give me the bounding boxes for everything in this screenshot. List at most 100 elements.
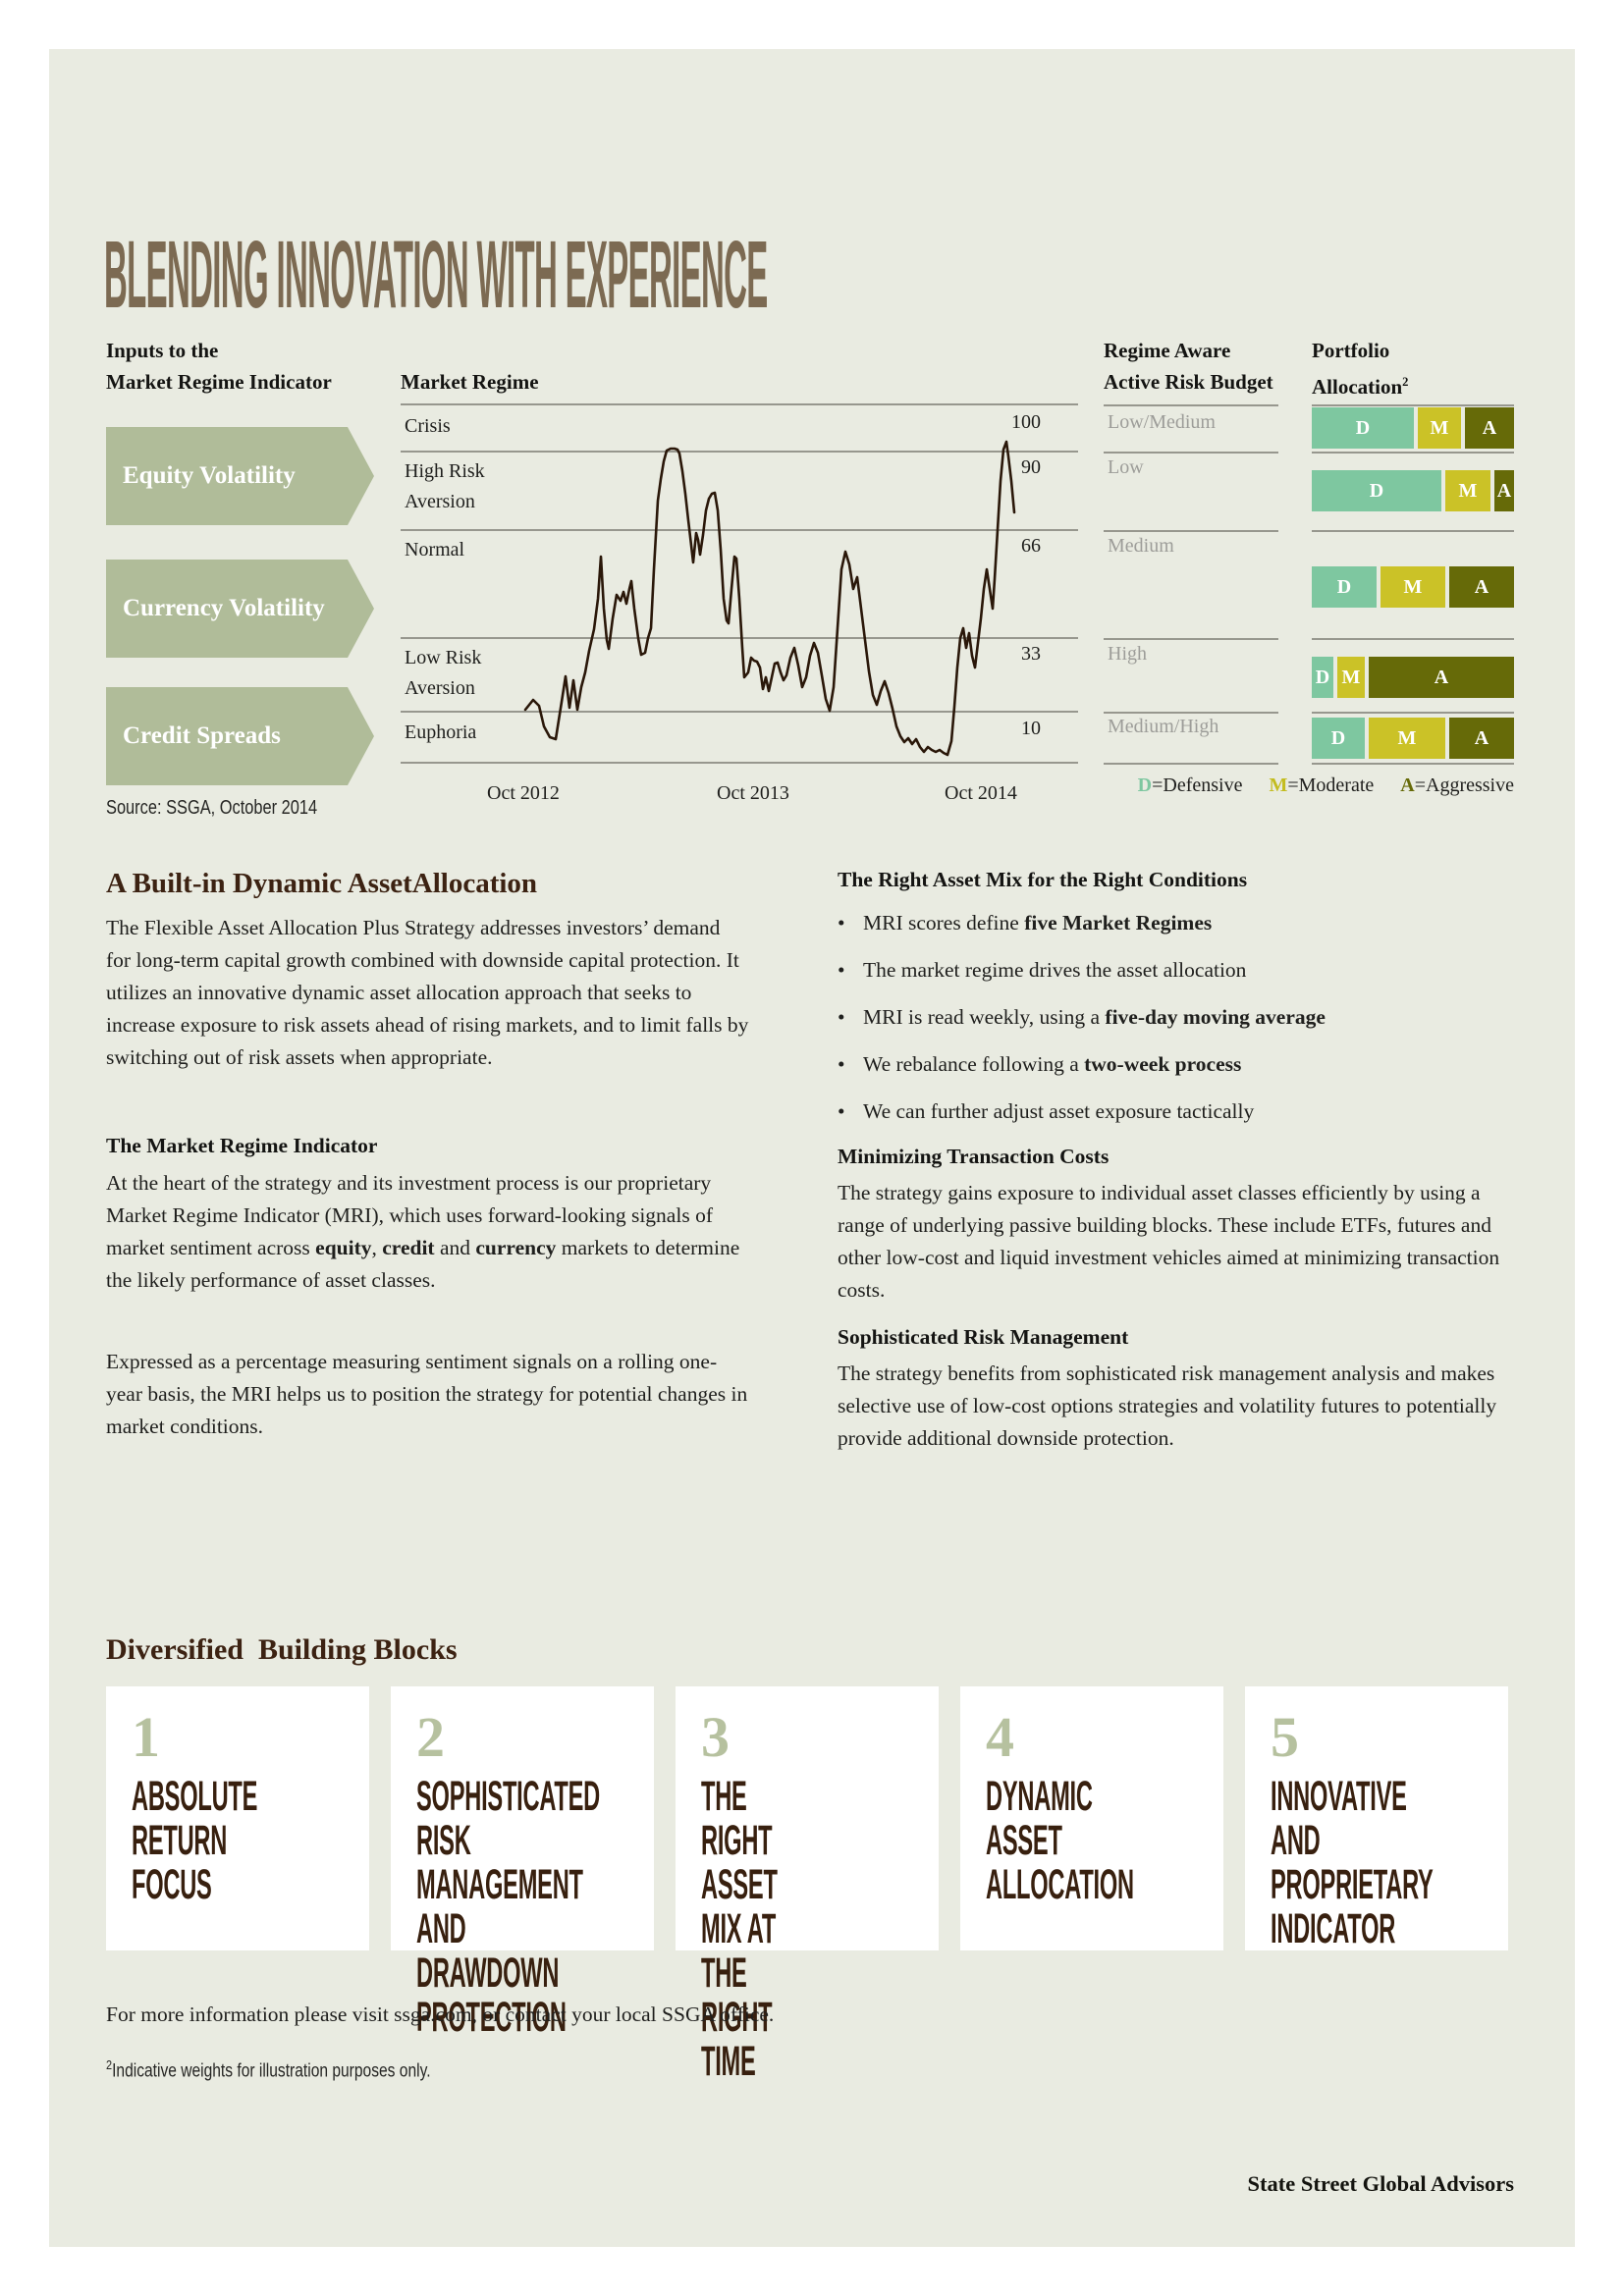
segment-moderate: M <box>1337 657 1365 698</box>
footnote-marker: 2 <box>106 2057 113 2072</box>
allocation-bar-row-normal: D M A <box>1312 566 1514 608</box>
segment-moderate: M <box>1445 470 1490 511</box>
input-arrow-label: Credit Spreads <box>123 722 281 749</box>
bullet-item: • MRI scores define five Market Regimes <box>838 907 1501 939</box>
mri-line-chart <box>401 403 1078 764</box>
legend-text-aggressive: =Aggressive <box>1414 774 1514 796</box>
budget-rule <box>1104 763 1278 765</box>
block-card-4: 4 DYNAMIC ASSET ALLOCATION <box>960 1686 1223 1950</box>
bullet-item: • MRI is read weekly, using a five-day mo… <box>838 1001 1501 1034</box>
paragraph-strategy-overview: The Flexible Asset Allocation Plus Strat… <box>106 916 749 1069</box>
allocation-rule <box>1312 638 1514 640</box>
segment-aggressive: A <box>1465 407 1514 449</box>
section-heading-dynamic-asset-allocation: A Built-in Dynamic AssetAllocation <box>106 868 538 899</box>
budget-level-low: Low <box>1108 456 1144 478</box>
segment-moderate: M <box>1369 718 1445 759</box>
legend-letter-a: A <box>1400 774 1415 796</box>
budget-rule <box>1104 452 1278 454</box>
allocation-bar-row-high-risk: D M A <box>1312 470 1514 511</box>
legend-item-defensive: D=Defensive <box>1138 774 1243 796</box>
segment-defensive: D <box>1312 566 1377 608</box>
subsection-heading-mri: The Market Regime Indicator <box>106 1134 378 1157</box>
regime-label-crisis: Crisis <box>405 415 451 437</box>
budget-level-medium: Medium <box>1108 535 1174 557</box>
budget-rule <box>1104 404 1278 406</box>
block-card-3: 3 THE RIGHT ASSET MIX AT THE RIGHT TIME <box>676 1686 939 2084</box>
bullet-text: We can further adjust asset exposure tac… <box>863 1099 1255 1123</box>
bullet-text: MRI scores define five Market Regimes <box>863 911 1213 934</box>
footnote: 2Indicative weights for illustration pur… <box>106 2057 431 2082</box>
allocation-footnote-marker: 2 <box>1402 375 1409 389</box>
input-arrow-label: Equity Volatility <box>123 462 296 489</box>
source-note: Source: SSGA, October 2014 <box>106 797 318 819</box>
card-title: ABSOLUTE RETURN FOCUS <box>132 1773 258 1908</box>
page-title: BLENDING INNOVATION WITH EXPERIENCE <box>104 221 768 328</box>
paragraph-risk-management: The strategy benefits from sophisticated… <box>838 1362 1497 1450</box>
regime-value-100: 100 <box>1011 411 1041 433</box>
segment-aggressive: A <box>1369 657 1514 698</box>
legend-text-moderate: =Moderate <box>1287 774 1375 796</box>
card-title: DYNAMIC ASSET ALLOCATION <box>986 1773 1134 1908</box>
more-information-line: For more information please visit ssga.c… <box>106 2002 775 2026</box>
allocation-rule <box>1312 530 1514 532</box>
budget-rule <box>1104 530 1278 532</box>
portfolio-allocation-heading: Portfolio Allocation2 <box>1312 335 1408 402</box>
bullet-item: • We can further adjust asset exposure ta… <box>838 1095 1501 1128</box>
allocation-bar-row-euphoria: D M A <box>1312 718 1514 759</box>
segment-aggressive: A <box>1494 470 1514 511</box>
legend-item-aggressive: A=Aggressive <box>1400 774 1514 796</box>
x-tick-oct-2013: Oct 2013 <box>717 782 789 804</box>
budget-rule <box>1104 638 1278 640</box>
legend-letter-d: D <box>1137 774 1153 796</box>
allocation-rule <box>1312 763 1514 765</box>
bullet-dot: • <box>838 911 845 934</box>
bullet-text: The market regime drives the asset alloc… <box>863 958 1247 982</box>
paragraph-mri-description: At the heart of the strategy and its inv… <box>106 1171 740 1292</box>
paragraph-mri-percentage: Expressed as a percentage measuring sent… <box>106 1350 748 1438</box>
regime-label-normal: Normal <box>405 539 465 561</box>
paragraph-transaction-costs: The strategy gains exposure to individua… <box>838 1181 1500 1302</box>
card-number: 5 <box>1271 1705 1299 1769</box>
footnote-text: Indicative weights for illustration purp… <box>112 2060 431 2082</box>
portfolio-allocation-heading-text: Portfolio Allocation <box>1312 339 1403 399</box>
mri-series-line <box>523 440 1016 757</box>
regime-value-90: 90 <box>1021 456 1041 478</box>
block-card-1: 1 ABSOLUTE RETURN FOCUS <box>106 1686 369 1950</box>
building-blocks-heading: Diversified Building Blocks <box>106 1633 458 1666</box>
allocation-rule <box>1312 452 1514 454</box>
bullet-dot: • <box>838 1052 845 1076</box>
segment-defensive: D <box>1312 470 1441 511</box>
block-card-2: 2 SOPHISTICATED RISK MANAGEMENT AND DRAW… <box>391 1686 654 2040</box>
subsection-heading-right-asset-mix: The Right Asset Mix for the Right Condit… <box>838 868 1248 891</box>
subsection-heading-risk-management: Sophisticated Risk Management <box>838 1325 1129 1349</box>
budget-level-high: High <box>1108 643 1147 665</box>
card-number: 2 <box>416 1705 445 1769</box>
segment-defensive: D <box>1312 718 1365 759</box>
inputs-heading: Inputs to the Market Regime Indicator <box>106 339 332 394</box>
budget-rule <box>1104 712 1278 714</box>
regime-value-10: 10 <box>1021 718 1041 739</box>
allocation-bar-row-low-risk: D M A <box>1312 657 1514 698</box>
budget-level-low-medium: Low/Medium <box>1108 411 1216 433</box>
allocation-legend: D=Defensive M=Moderate A=Aggressive <box>1129 774 1514 797</box>
block-card-5: 5 INNOVATIVE AND PROPRIETARY INDICATOR <box>1245 1686 1508 1951</box>
input-arrow-credit-spreads: Credit Spreads <box>106 687 374 785</box>
regime-label-low-risk-aversion: Low Risk Aversion <box>405 647 482 699</box>
segment-aggressive: A <box>1449 566 1514 608</box>
card-number: 3 <box>701 1705 730 1769</box>
legend-item-moderate: M=Moderate <box>1269 774 1374 796</box>
market-regime-heading: Market Regime <box>401 370 539 394</box>
regime-value-33: 33 <box>1021 643 1041 665</box>
allocation-rule <box>1312 712 1514 714</box>
allocation-bar-row-crisis: D M A <box>1312 407 1514 449</box>
x-tick-oct-2014: Oct 2014 <box>945 782 1017 804</box>
brand-name: State Street Global Advisors <box>1247 2171 1514 2196</box>
card-title: SOPHISTICATED RISK MANAGEMENT AND DRAWDO… <box>416 1773 601 2041</box>
input-arrow-label: Currency Volatility <box>123 595 325 621</box>
bullet-item: • We rebalance following a two-week proce… <box>838 1048 1501 1081</box>
segment-defensive: D <box>1312 657 1333 698</box>
allocation-rule <box>1312 404 1514 406</box>
card-number: 1 <box>132 1705 160 1769</box>
segment-aggressive: A <box>1449 718 1514 759</box>
